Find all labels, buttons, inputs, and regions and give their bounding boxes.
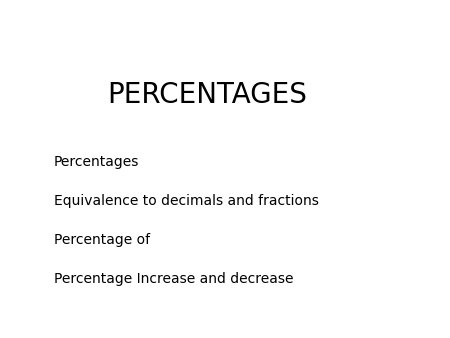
Text: Percentage Increase and decrease: Percentage Increase and decrease xyxy=(54,272,293,286)
Text: PERCENTAGES: PERCENTAGES xyxy=(107,81,307,108)
Text: Equivalence to decimals and fractions: Equivalence to decimals and fractions xyxy=(54,194,319,208)
Text: Percentage of: Percentage of xyxy=(54,233,150,247)
Text: Percentages: Percentages xyxy=(54,155,140,169)
